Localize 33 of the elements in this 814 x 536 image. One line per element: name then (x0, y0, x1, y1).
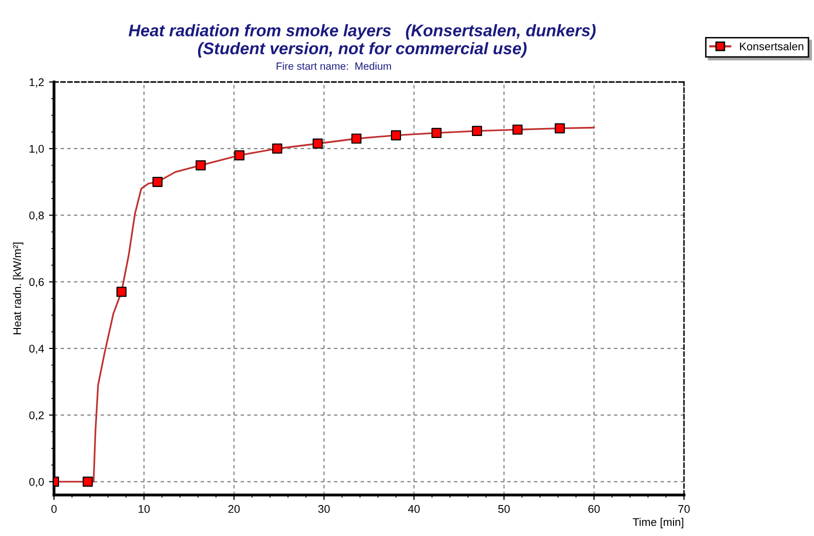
y-tick-label: 1,2 (30, 78, 44, 88)
y-tick-label: 0,2 (29, 411, 44, 421)
y-axis-title: Heat radn. [kW/m²] (12, 242, 24, 334)
point (512, 124, 523, 135)
point (312, 138, 323, 149)
point (554, 123, 565, 134)
x-tick-label: 60 (588, 505, 600, 513)
y-tick-label: 0,6 (29, 278, 44, 288)
point (472, 126, 482, 136)
point (431, 128, 442, 138)
chart-subtitle: Fire start name: Medium (276, 62, 391, 70)
x-tick-label: 30 (318, 505, 330, 513)
chart-title: Heat radiation from smoke layers (Konsertsalen, dunkers) (Student version, not for commercial use) (128, 24, 596, 58)
point (82, 476, 93, 487)
y-tick-label: 0,8 (29, 211, 44, 221)
x-tick-label: 10 (138, 505, 150, 513)
point (390, 130, 402, 140)
point (152, 176, 163, 187)
x-tick-label: 50 (498, 505, 510, 513)
x-tick-label: 0 (51, 505, 57, 513)
legend-label: Konsertsalen (740, 42, 804, 50)
point (196, 160, 206, 170)
y-tick-label: 1,0 (30, 144, 44, 154)
y-tick-label: 0,0 (29, 478, 44, 488)
x-tick-label: 40 (408, 505, 420, 513)
point (351, 134, 362, 144)
x-tick-label: 70 (678, 505, 690, 513)
y-tick-label: 0,4 (29, 344, 44, 354)
x-tick-label: 20 (228, 505, 240, 513)
x-axis-title: Time [min] (632, 518, 684, 528)
point (116, 286, 127, 297)
point (272, 144, 282, 154)
point (234, 150, 244, 160)
